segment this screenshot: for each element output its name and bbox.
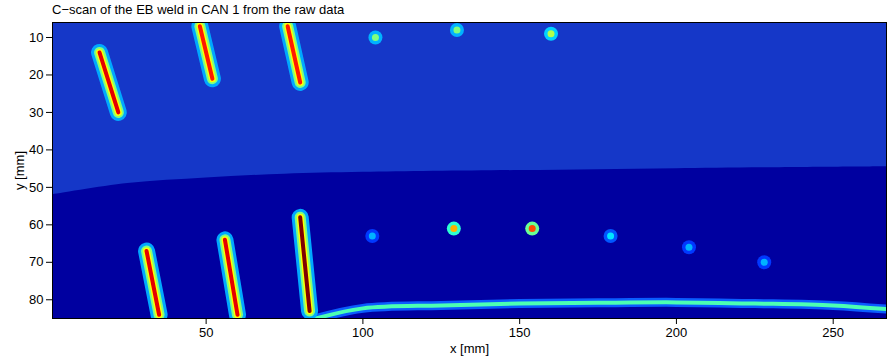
svg-text:50: 50 — [29, 180, 43, 195]
svg-text:200: 200 — [666, 325, 688, 340]
svg-text:50: 50 — [199, 325, 213, 340]
svg-text:30: 30 — [29, 105, 43, 120]
svg-text:70: 70 — [29, 254, 43, 269]
svg-text:250: 250 — [822, 325, 844, 340]
svg-text:x [mm]: x [mm] — [450, 341, 489, 356]
svg-text:20: 20 — [29, 67, 43, 82]
html-text:C−scan of the EB weld in CAN 1: C−scan of the EB weld in CAN 1 from the … — [52, 2, 345, 17]
svg-text:80: 80 — [29, 292, 43, 307]
svg-text:60: 60 — [29, 217, 43, 232]
svg-text:y [mm]: y [mm] — [12, 151, 27, 190]
svg-text:150: 150 — [509, 325, 531, 340]
svg-text:100: 100 — [352, 325, 374, 340]
svg-text:40: 40 — [29, 142, 43, 157]
svg-text:10: 10 — [29, 30, 43, 45]
